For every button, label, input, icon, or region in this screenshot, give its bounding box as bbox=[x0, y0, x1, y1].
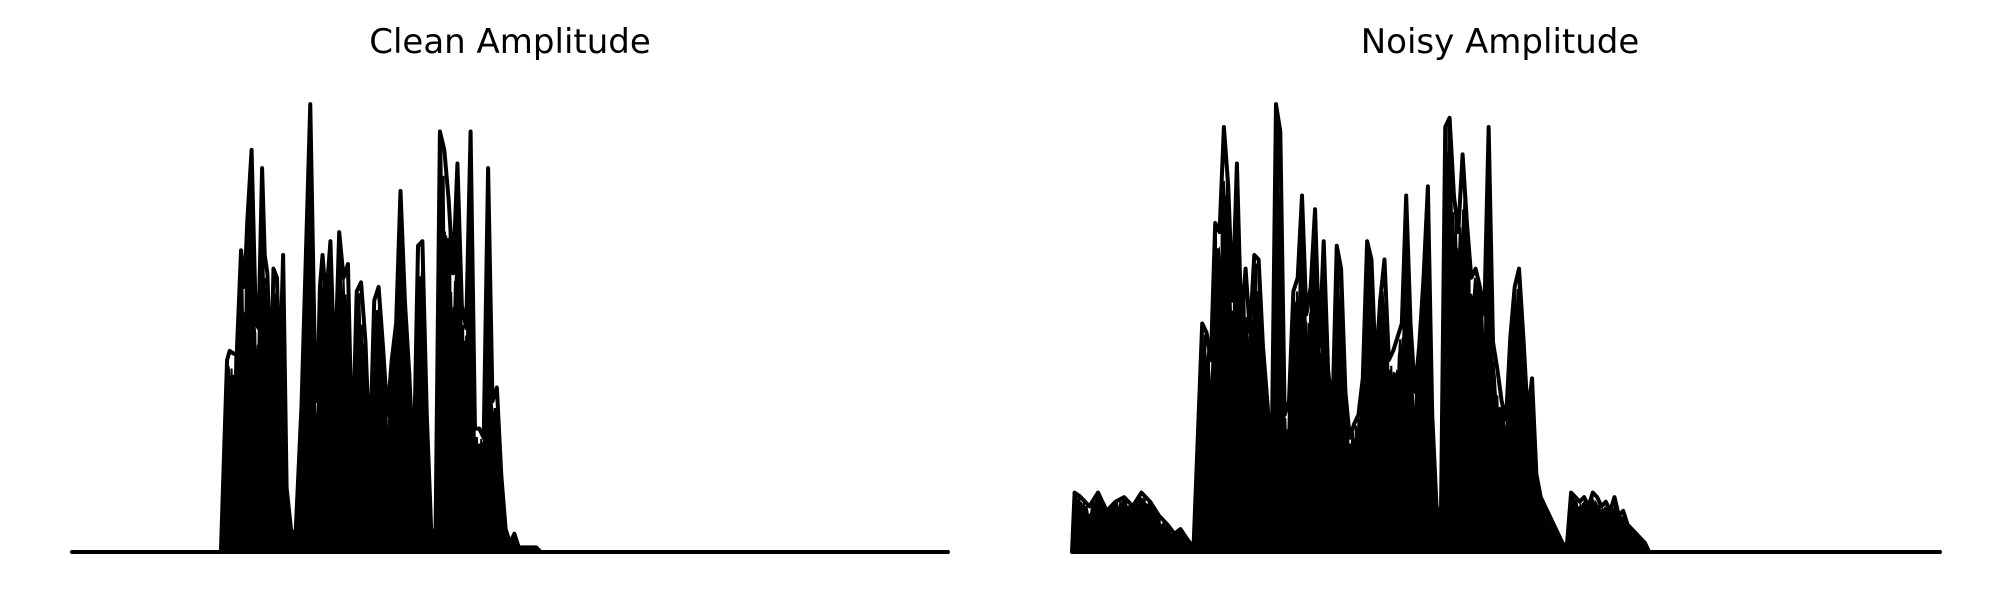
clean-amplitude-panel: Clean Amplitude bbox=[70, 22, 950, 554]
noisy-amplitude-plot bbox=[1070, 102, 1942, 554]
clean-amplitude-plot bbox=[70, 102, 950, 554]
clean-amplitude-marks bbox=[70, 102, 950, 554]
amplitude-line bbox=[72, 102, 948, 554]
amplitude-area bbox=[72, 142, 948, 553]
noisy-amplitude-panel: Noisy Amplitude bbox=[1000, 0, 2000, 600]
chart-title: Clean Amplitude bbox=[369, 22, 651, 62]
chart-title: Noisy Amplitude bbox=[1360, 22, 1640, 62]
noisy-amplitude-marks bbox=[1070, 102, 1942, 554]
